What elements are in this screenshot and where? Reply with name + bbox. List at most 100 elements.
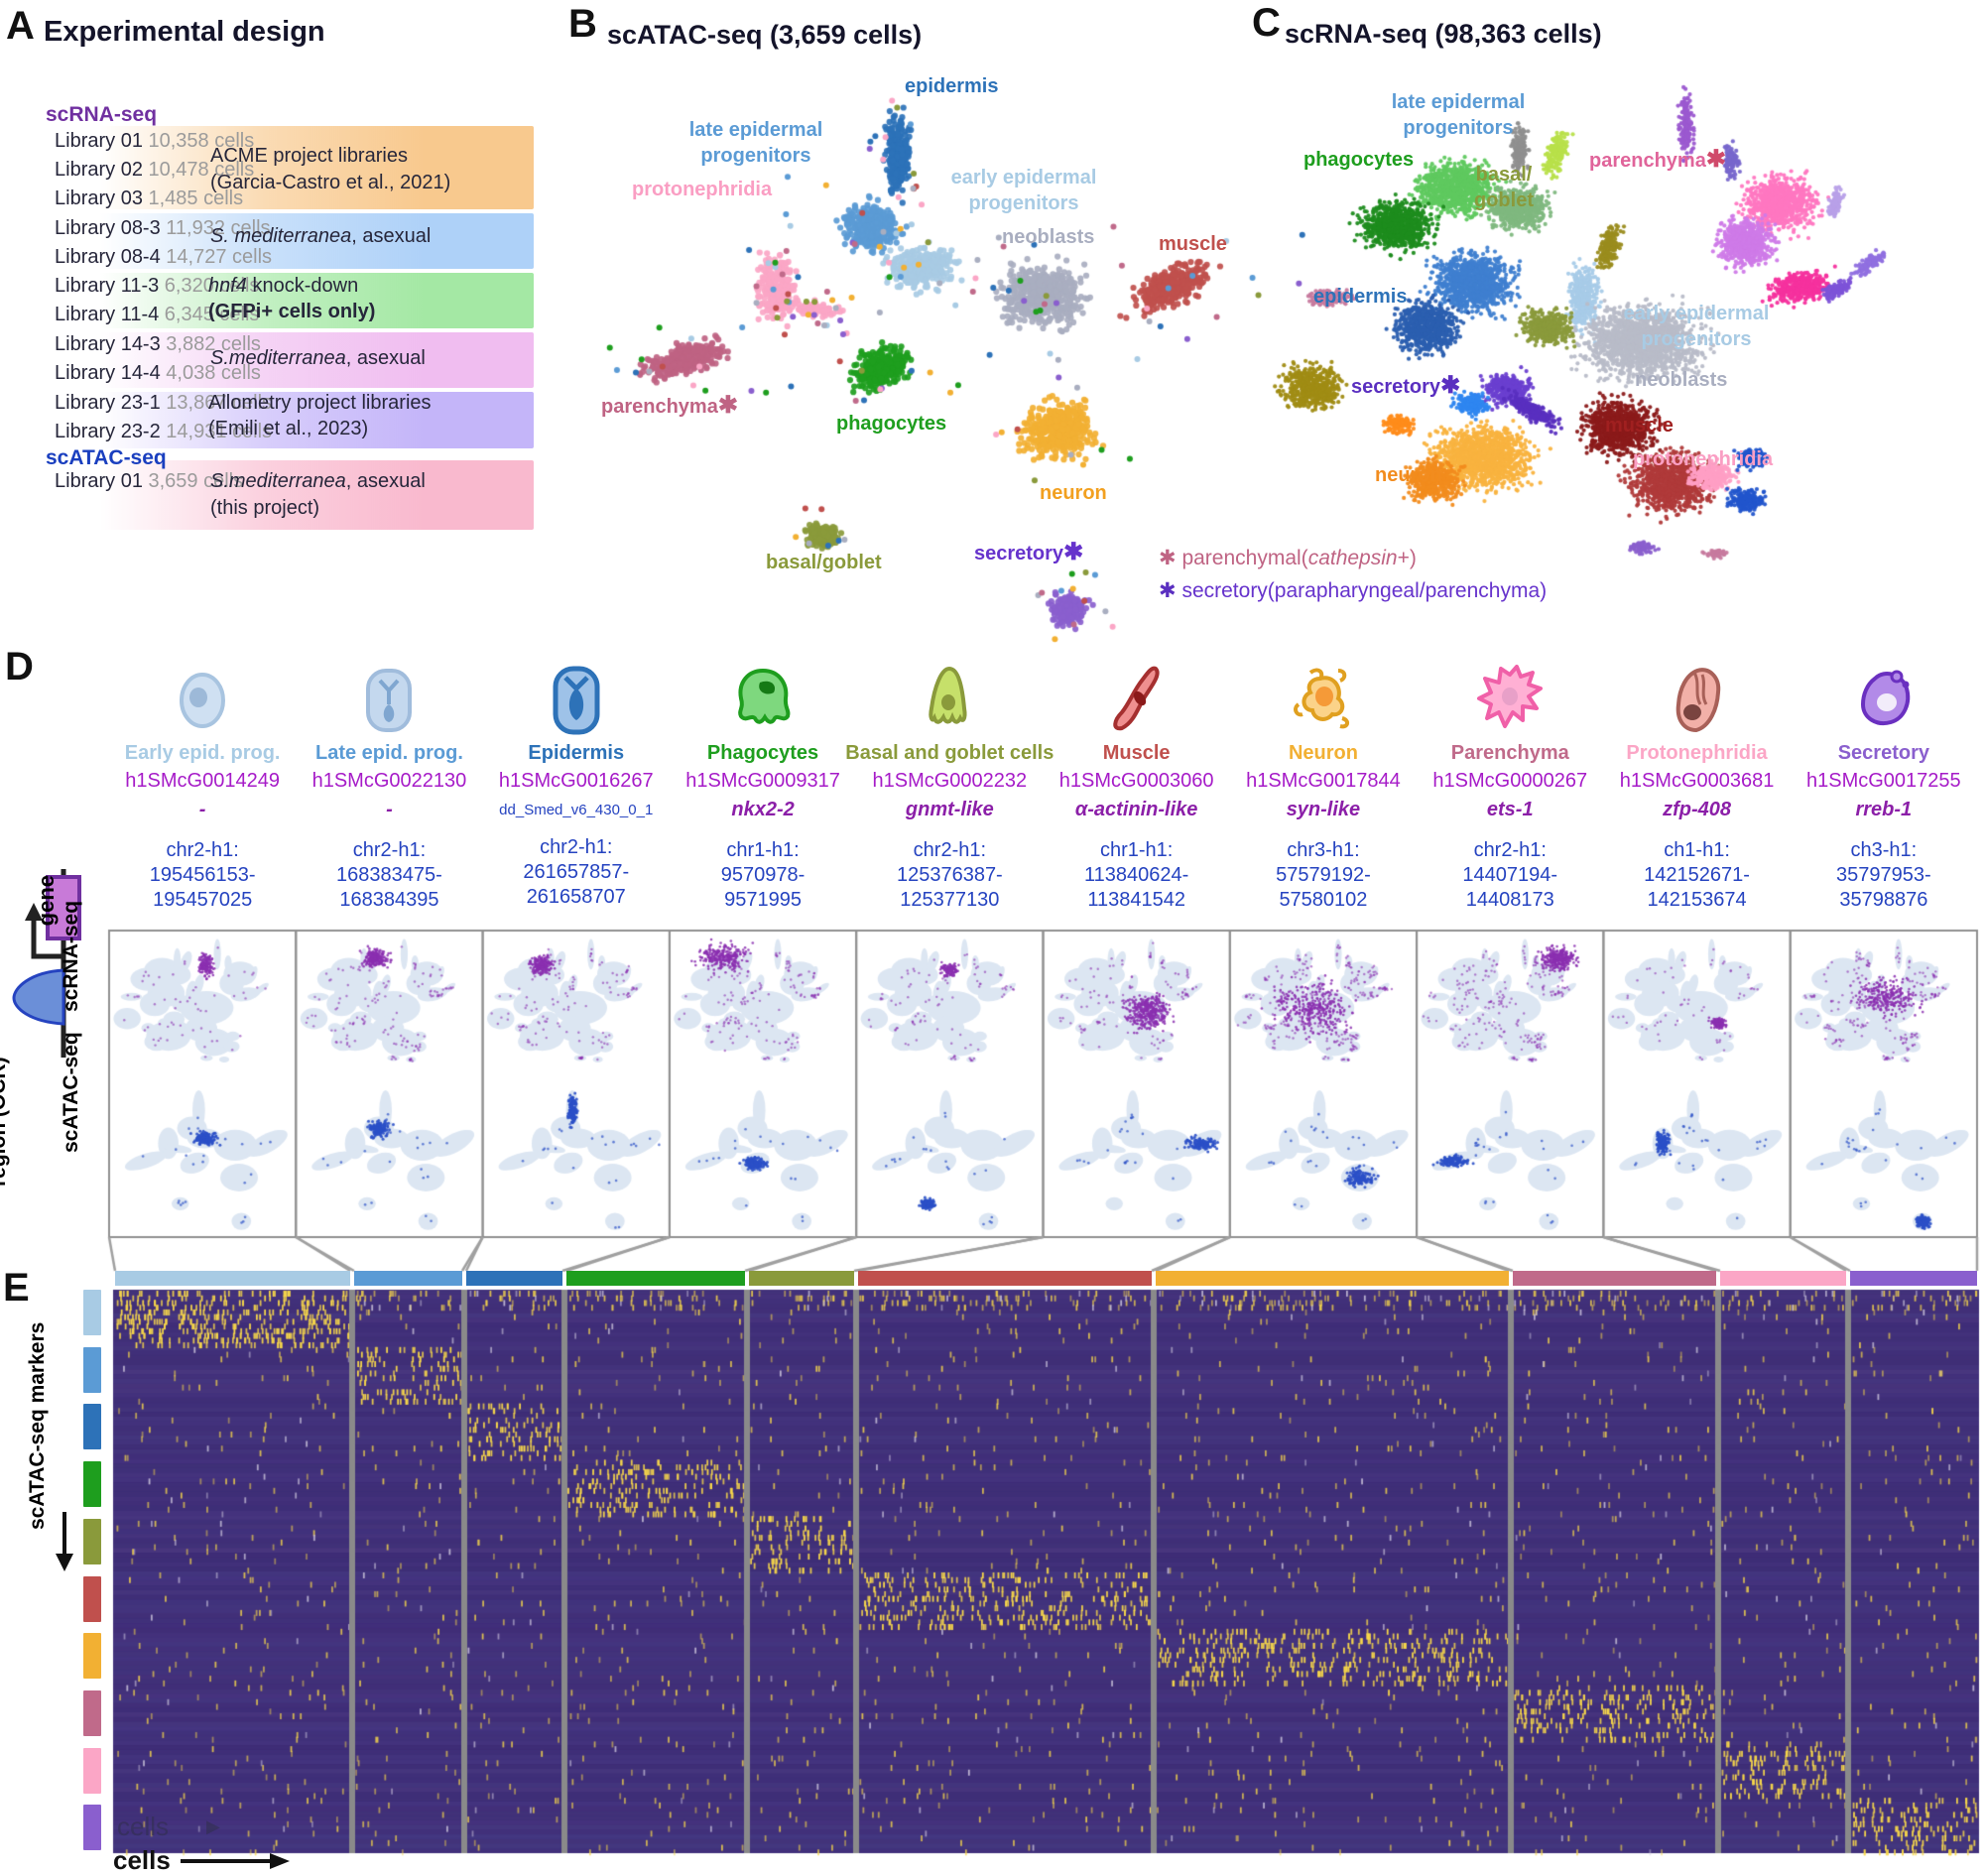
marker-block-phagocytes	[83, 1461, 101, 1508]
library-group-band	[99, 392, 534, 448]
scrna-umap-cluster-label: secretory✱	[1351, 372, 1461, 399]
library-group-band	[99, 273, 534, 328]
late-epidermal-progenitors-cell-icon	[366, 669, 413, 732]
scrna-umap-cluster-label: early epidermal progenitors	[1623, 303, 1770, 350]
gene-id: h1SMcG0000267	[1432, 770, 1588, 792]
gene-symbol: ets-1	[1486, 799, 1534, 820]
scrna-umap-cluster-label: protonephridia	[1633, 448, 1774, 470]
marker-column-header: Muscle h1SMcG0003060 α-actinin-like chr1…	[1028, 661, 1246, 913]
scatac-umap-cluster-label: secretory✱	[974, 539, 1084, 565]
library-group-band	[99, 213, 534, 269]
scatac-umap-cluster-label: early epidermal progenitors	[950, 167, 1097, 214]
library-row: Library 03 1,485 cells	[55, 188, 244, 209]
heatmap-segment-muscle	[858, 1271, 1152, 1286]
marker-column-header: Epidermis h1SMcG0016267 dd_Smed_v6_430_0…	[467, 661, 685, 910]
protonephridia-cell-icon	[1675, 668, 1720, 733]
basal-goblet-cell-icon	[929, 666, 967, 724]
library-row: Library 01 10,358 cells	[55, 130, 255, 152]
epidermis-cell-icon	[553, 666, 600, 735]
cell-type-name: Late epid. prog.	[314, 742, 463, 764]
cell-type-name: Phagocytes	[706, 742, 819, 764]
scatac-markers-axis-label: scATAC-seq markers	[26, 1321, 49, 1530]
scrna-row-label: scRNA-seq	[60, 900, 82, 1012]
library-row: Library 01 3,659 cells	[55, 470, 244, 492]
library-group-note: (Garcia-Castro et al., 2021)	[210, 172, 451, 193]
marker-block-secretory	[83, 1805, 101, 1851]
cell-type-name: Basal and goblet cells	[845, 742, 1055, 764]
marker-block-neuron	[83, 1633, 101, 1680]
cells-axis-label-faint: cells ▶	[117, 1812, 220, 1841]
marker-block-muscle	[83, 1575, 101, 1622]
scatac-umap-cluster-label: phagocytes	[836, 413, 947, 435]
ocr-coordinates: ch1-h1: 142152671- 142153674	[1644, 839, 1750, 911]
library-row: Library 08-4 14,727 cells	[55, 246, 273, 268]
scrna-seq-section-header: scRNA-seq	[46, 103, 158, 126]
marker-block-protonephridia	[83, 1747, 101, 1794]
library-group-note: ACME project libraries	[210, 145, 408, 167]
marker-block-parenchyma	[83, 1689, 101, 1736]
library-row: Library 14-3 3,882 cells	[55, 333, 261, 355]
library-row: Library 02 10,478 cells	[55, 159, 255, 181]
heatmap-segment-parenchyma	[1513, 1271, 1716, 1286]
ocr-coordinates: chr3-h1: 57579192- 57580102	[1276, 839, 1371, 911]
secretory-cell-icon	[1860, 670, 1910, 725]
library-group-note: Allometry project libraries	[208, 392, 432, 414]
asterisk-icon: ✱	[1159, 579, 1177, 602]
marker-column-header: Phagocytes h1SMcG0009317 nkx2-2 chr1-h1:…	[654, 661, 872, 913]
asterisk-icon: ✱	[1159, 547, 1177, 569]
parenchyma-cell-icon	[1477, 665, 1544, 728]
library-group-note: S.mediterranea, asexual	[210, 470, 426, 492]
cell-type-name: Early epid. prog.	[124, 742, 281, 764]
cell-type-name: Parenchyma	[1450, 742, 1569, 764]
marker-column-header: Protonephridia h1SMcG0003681 zfp-408 ch1…	[1588, 661, 1806, 913]
gene-id: h1SMcG0009317	[685, 770, 840, 792]
neuron-cell-icon	[1293, 668, 1349, 729]
marker-column-header: Early epid. prog. h1SMcG0014249 - chr2-h…	[93, 661, 311, 913]
panel-a-title: Experimental design	[44, 16, 325, 48]
gene-id: h1SMcG0014249	[125, 770, 280, 792]
ocr-coordinates: ch3-h1: 35797953- 35798876	[1836, 839, 1931, 911]
library-group-note: (Emili et al., 2023)	[208, 418, 369, 439]
scatac-umap-cluster-label: muscle	[1159, 233, 1227, 255]
library-row: Library 23-2 14,931 cells	[55, 421, 273, 442]
phagocytes-cell-icon	[738, 668, 791, 724]
legend-secretory: ✱ secretory(parapharyngeal/parenchyma)	[1159, 579, 1548, 602]
marker-column-header: Basal and goblet cells h1SMcG0002232 gnm…	[840, 661, 1058, 913]
ocr-coordinates: chr1-h1: 9570978- 9571995	[720, 839, 806, 911]
gene-id: h1SMcG0022130	[311, 770, 467, 792]
scrna-umap-cluster-label: neoblasts	[1635, 369, 1728, 391]
scrna-umap-cluster-label: epidermis	[1313, 286, 1408, 308]
heatmap-segment-protonephridia	[1720, 1271, 1846, 1286]
scatac-umap-cluster-label: parenchyma✱	[601, 392, 738, 419]
scatac-umap-cluster-label: basal/goblet	[766, 552, 882, 573]
library-row: Library 23-1 13,867 cells	[55, 392, 273, 414]
panel-c-letter: C	[1252, 1, 1281, 45]
right-arrow-icon: ▶	[206, 1816, 220, 1836]
scatac-umap-cluster-label: late epidermal progenitors	[688, 119, 823, 167]
early-epidermal-progenitors-cell-icon	[180, 673, 226, 728]
marker-column-header: Neuron h1SMcG0017844 syn-like chr3-h1: 57…	[1214, 661, 1432, 913]
marker-column-header: Parenchyma h1SMcG0000267 ets-1 chr2-h1: 1…	[1401, 661, 1619, 913]
legend-parenchymal: ✱ parenchymal(cathepsin+)	[1159, 547, 1417, 569]
library-group-band	[99, 126, 534, 209]
marker-block-late-epidermal-progenitors	[83, 1346, 101, 1393]
ocr-coordinates: chr2-h1: 168383475- 168384395	[336, 839, 442, 911]
library-group-note: (GFPi+ cells only)	[208, 301, 376, 322]
heatmap-segment-epidermis	[466, 1271, 562, 1286]
scatac-umap-cluster-label: neuron	[1040, 482, 1107, 504]
heatmap-segment-early-epidermal-progenitors	[115, 1271, 350, 1286]
gene-symbol: rreb-1	[1855, 799, 1913, 820]
panel-e-letter: E	[3, 1266, 30, 1310]
library-group-band	[99, 460, 534, 530]
panel-b-title: scATAC-seq (3,659 cells)	[607, 20, 923, 50]
gene-id: h1SMcG0017255	[1806, 770, 1961, 792]
scatac-umap-cluster-label: neoblasts	[1002, 226, 1095, 248]
cell-type-name: Secretory	[1837, 742, 1929, 764]
gene-symbol: nkx2-2	[731, 799, 795, 820]
scatac-row-label: scATAC-seq	[60, 1032, 82, 1153]
gene-id: h1SMcG0003681	[1619, 770, 1775, 792]
ocr-coordinates: chr2-h1: 125376387- 125377130	[896, 839, 1003, 911]
library-row: Library 14-4 4,038 cells	[55, 362, 261, 384]
ocr-axis-label: open chromatinregion (OCR)	[0, 1057, 10, 1187]
